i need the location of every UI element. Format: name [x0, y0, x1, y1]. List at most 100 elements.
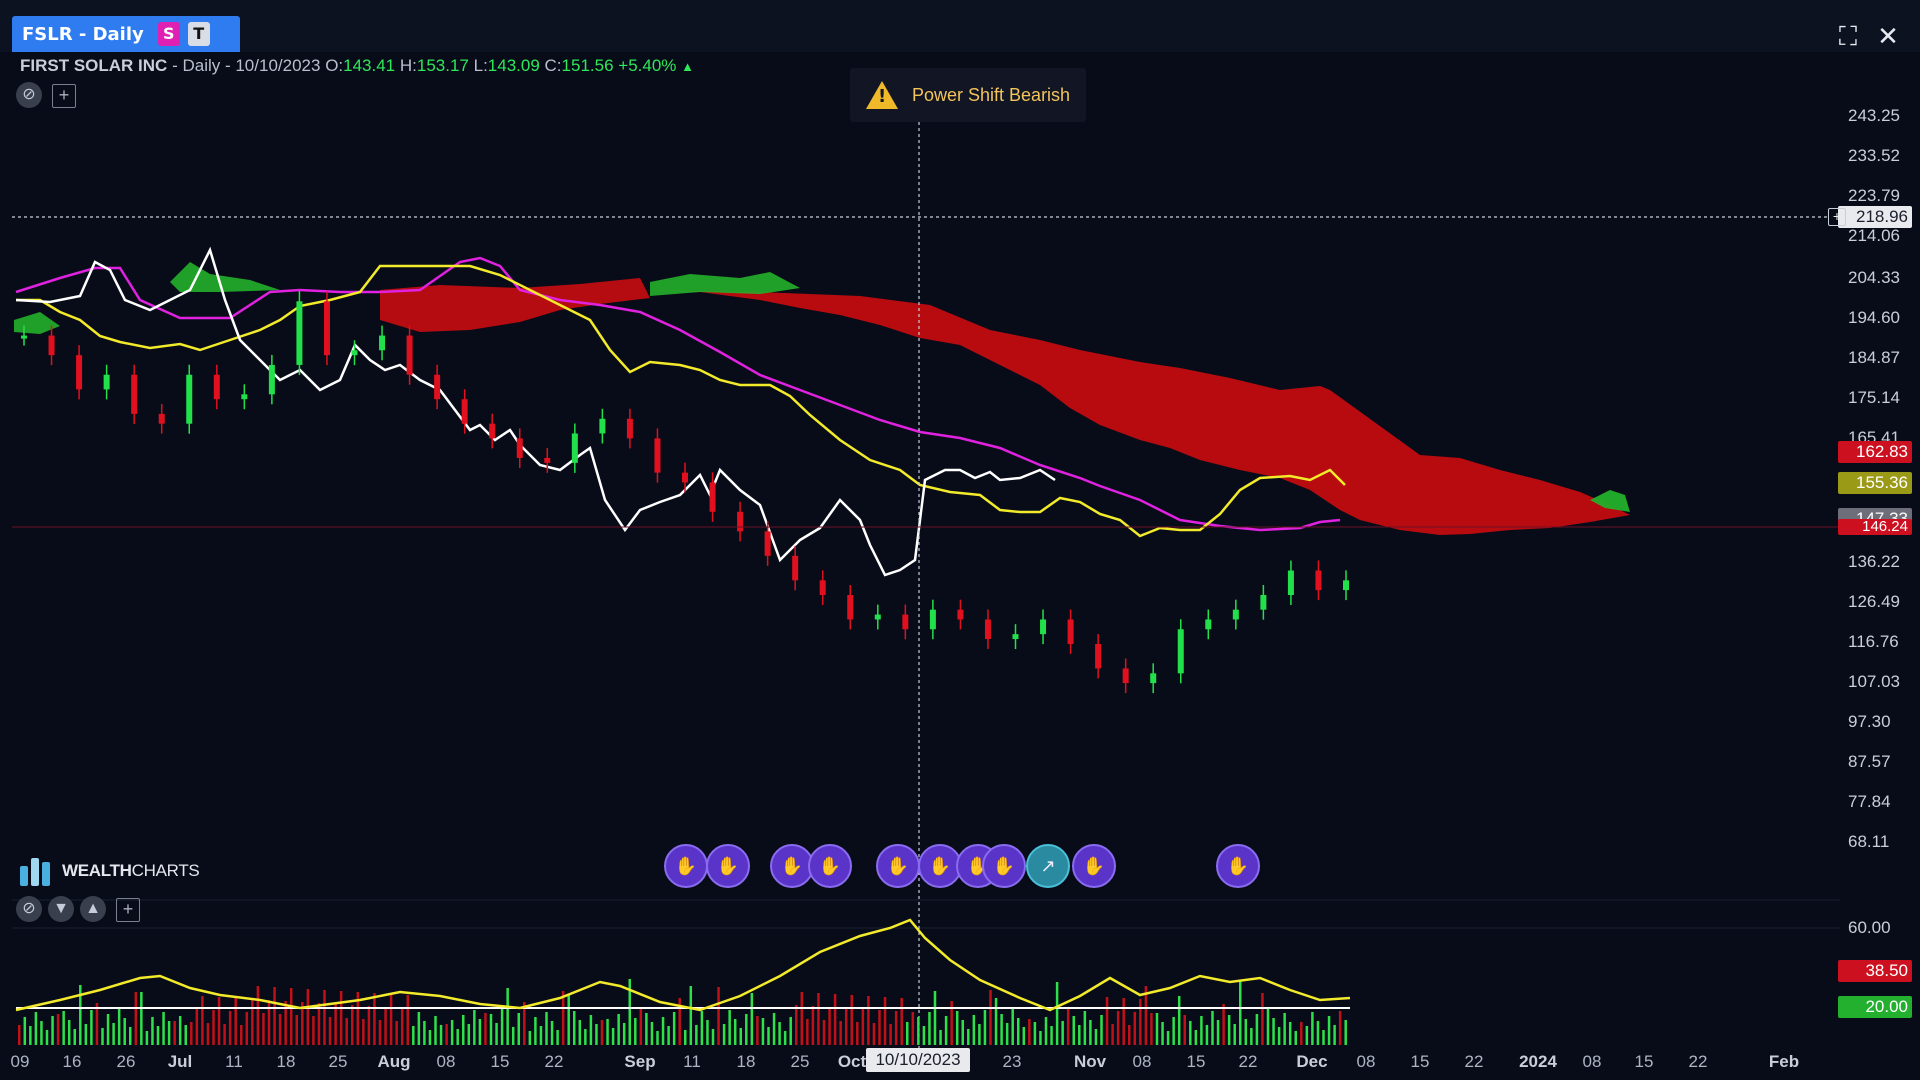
candle-body	[48, 335, 55, 356]
trend-up-icon[interactable]: ↗	[1026, 844, 1070, 888]
osc-bar	[550, 1021, 554, 1045]
osc-bar	[1294, 1031, 1297, 1045]
osc-bar	[1333, 1025, 1336, 1045]
osc-bar	[306, 989, 310, 1045]
symbol-tab-label: FSLR - Daily	[22, 23, 144, 45]
osc-bar	[478, 1019, 482, 1045]
osc-bar	[778, 1022, 781, 1045]
time-axis-tick: Aug	[377, 1052, 411, 1071]
osc-bar	[1005, 1023, 1009, 1045]
osc-bar	[262, 1013, 265, 1045]
last-price-label: 146.24	[1838, 519, 1912, 535]
osc-bar	[867, 996, 870, 1045]
price-axis-tick: 214.06	[1848, 226, 1900, 245]
handshake-icon[interactable]: ✋	[770, 844, 814, 888]
osc-bar	[1044, 1017, 1048, 1045]
osc-bar	[273, 987, 276, 1045]
osc-bar	[939, 1030, 942, 1045]
handshake-icon[interactable]: ✋	[706, 844, 750, 888]
osc-bar	[223, 1024, 226, 1045]
osc-bar	[795, 1005, 798, 1045]
osc-bar	[400, 1008, 404, 1045]
close-icon[interactable]: ✕	[1877, 21, 1899, 51]
badge-s[interactable]: S	[157, 22, 180, 46]
osc-bar	[944, 1016, 948, 1045]
osc-bar	[617, 1014, 620, 1045]
osc-bar	[1288, 1022, 1292, 1045]
candle-body	[1315, 570, 1322, 591]
osc-bar	[467, 1024, 471, 1045]
osc-bar	[267, 1000, 271, 1045]
osc-bar	[1261, 993, 1264, 1045]
osc-bar	[439, 1025, 443, 1045]
osc-bar	[1089, 1020, 1092, 1045]
candle-body	[984, 619, 991, 640]
candle-body	[819, 580, 826, 595]
instrument-name: FIRST SOLAR INC	[20, 56, 168, 75]
osc-bar	[950, 1001, 953, 1045]
add-alert-icon[interactable]: +	[1828, 208, 1846, 226]
osc-bar	[1161, 1022, 1164, 1045]
osc-bar	[56, 1014, 60, 1045]
osc-bar	[234, 998, 237, 1045]
osc-bar	[1066, 1008, 1070, 1045]
move-down-icon[interactable]: ▼	[48, 896, 74, 922]
add-osc-indicator-icon[interactable]: +	[116, 898, 140, 922]
osc-bar	[445, 1024, 448, 1045]
osc-bar	[1017, 1018, 1020, 1045]
osc-bar	[123, 1018, 126, 1045]
osc-bar	[1322, 1030, 1325, 1045]
symbol-tab[interactable]: FSLR - Daily S T	[12, 16, 240, 52]
handshake-icon[interactable]: ✋	[808, 844, 852, 888]
osc-bar	[1200, 1016, 1203, 1045]
handshake-icon[interactable]: ✋	[1216, 844, 1260, 888]
osc-bar	[140, 992, 143, 1045]
badge-t[interactable]: T	[187, 22, 210, 46]
handshake-icon[interactable]: ✋	[918, 844, 962, 888]
osc-axis-upper: 60.00	[1848, 918, 1891, 937]
hide-indicators-icon[interactable]: ⊘	[16, 82, 42, 108]
kijun-line	[15, 256, 1341, 532]
osc-bar	[156, 1026, 160, 1045]
handshake-icon[interactable]: ✋	[664, 844, 708, 888]
maximize-icon[interactable]: ⛶	[1838, 21, 1858, 51]
candle-body	[1177, 629, 1184, 674]
add-indicator-icon[interactable]: +	[52, 84, 76, 108]
hide-osc-icon[interactable]: ⊘	[16, 896, 42, 922]
osc-bar	[1166, 1031, 1170, 1045]
alert-banner[interactable]: ! Power Shift Bearish	[850, 68, 1086, 122]
osc-bar	[1172, 1017, 1175, 1045]
osc-bar	[706, 1020, 709, 1045]
handshake-icon[interactable]: ✋	[982, 844, 1026, 888]
osc-bar	[767, 1027, 770, 1045]
time-axis-tick: 23	[1002, 1052, 1022, 1071]
osc-bar	[756, 1016, 759, 1045]
osc-bar	[545, 1012, 548, 1045]
osc-bar	[1266, 1009, 1270, 1045]
time-axis-tick: 18	[276, 1052, 296, 1071]
osc-bar	[1022, 1027, 1026, 1045]
handshake-icon[interactable]: ✋	[1072, 844, 1116, 888]
candle-body	[626, 418, 633, 439]
osc-bar	[462, 1015, 465, 1045]
time-axis-tick: Nov	[1073, 1052, 1107, 1071]
osc-bar	[1305, 1026, 1309, 1045]
osc-bar	[184, 1025, 187, 1045]
osc-bar	[739, 1028, 742, 1045]
handshake-icon[interactable]: ✋	[876, 844, 920, 888]
osc-bar	[29, 1026, 32, 1045]
cloud-upper-price-label: 162.83	[1838, 441, 1912, 463]
osc-bar	[1000, 1014, 1003, 1045]
osc-bar	[1144, 986, 1148, 1045]
osc-bar	[51, 1016, 54, 1045]
osc-bar	[1150, 1013, 1153, 1045]
osc-bar	[256, 986, 260, 1045]
move-up-icon[interactable]: ▲	[80, 896, 106, 922]
osc-bar	[473, 1010, 476, 1045]
change-value: +5.40%	[618, 56, 677, 75]
time-axis-tick: 15	[1634, 1052, 1654, 1071]
candle-body	[323, 301, 330, 356]
close-label: C:	[544, 56, 562, 75]
osc-bar	[212, 1010, 215, 1045]
